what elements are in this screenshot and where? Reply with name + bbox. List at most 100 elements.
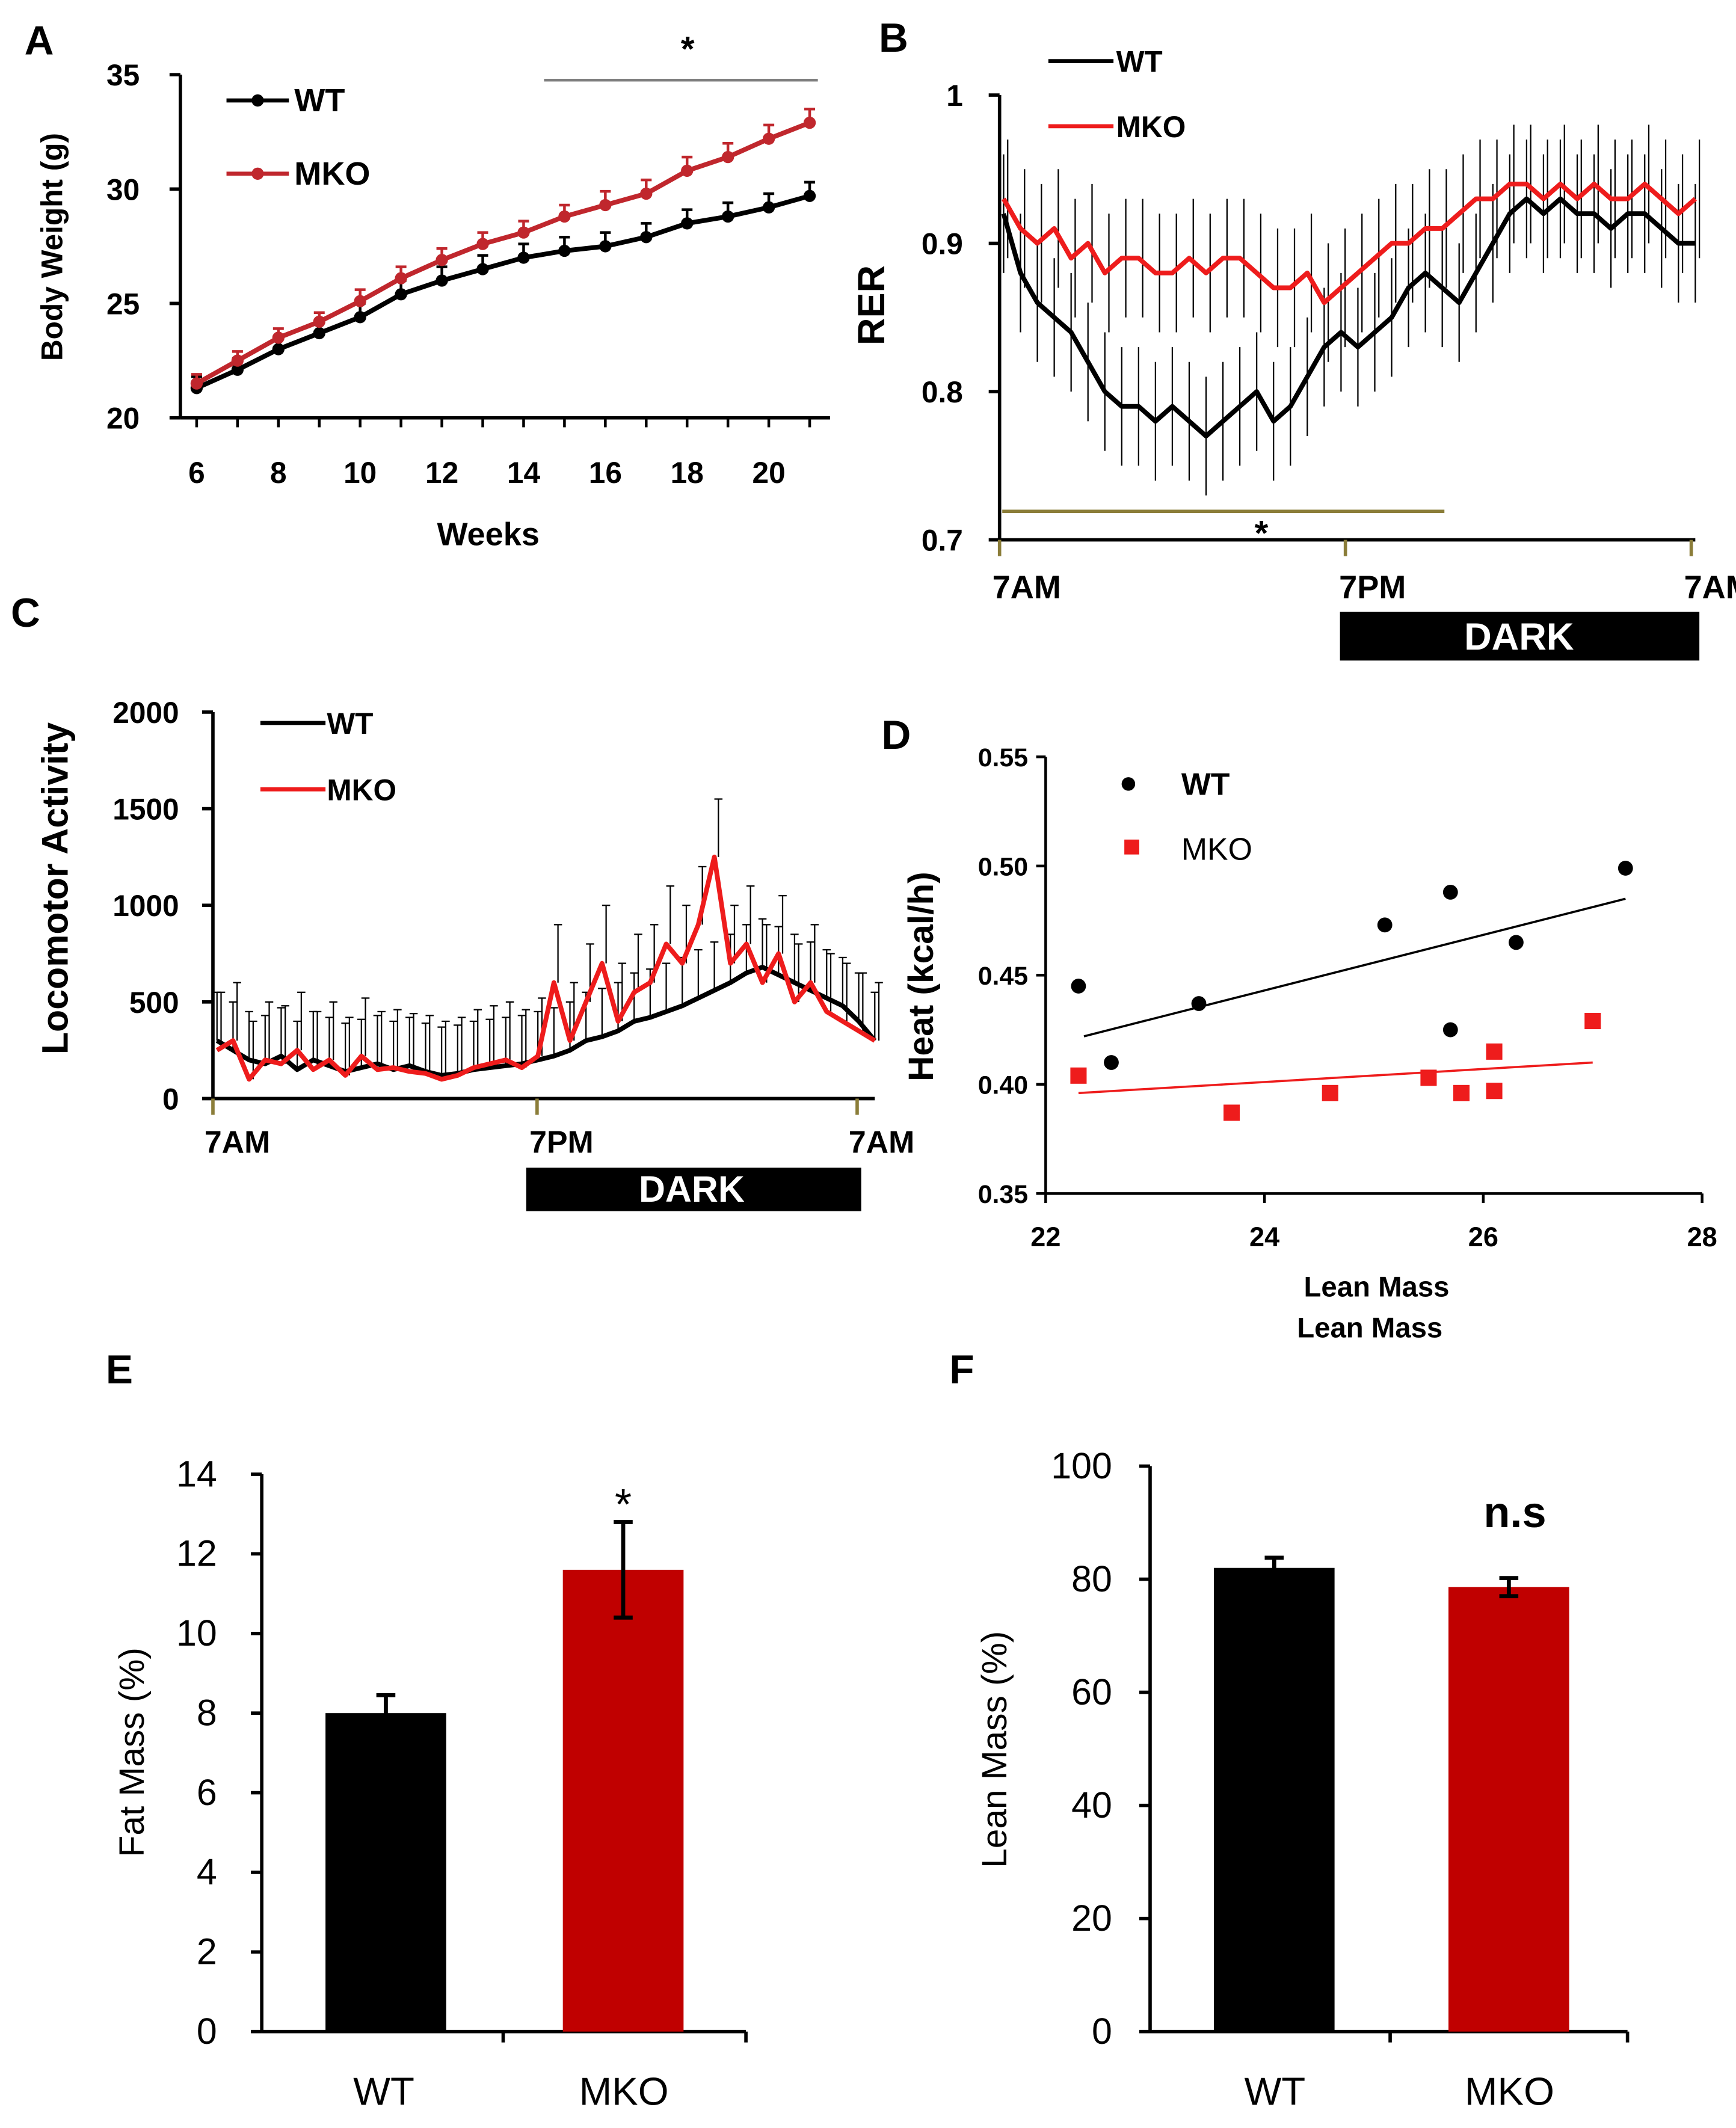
panel-b-y-tick-label: 0.9 — [922, 227, 963, 261]
panel-d-legend: WT MKO — [1121, 766, 1252, 867]
panel-d-x-label: Lean Mass — [1304, 1272, 1449, 1303]
panel-f-y-ticks: 0 20 40 60 80 100 — [1051, 1445, 1150, 2052]
panel-d-point-mko — [1224, 1104, 1240, 1121]
panel-e-y-tick-label: 12 — [176, 1533, 217, 1574]
panel-b-x-ticks: 7AM 7PM 7AM — [993, 540, 1736, 606]
panel-a-point-mko — [354, 295, 366, 307]
panel-f-y-label: Lean Mass (%) — [975, 1631, 1014, 1868]
panel-a-point-wt — [395, 288, 407, 301]
panel-a-point-wt — [722, 210, 734, 223]
panel-a-point-mko — [313, 315, 325, 328]
panel-e-plot: WT MKO * — [325, 1481, 684, 2113]
panel-a-legend-wt-marker — [251, 94, 264, 107]
panel-a-point-wt — [517, 251, 530, 264]
panel-e-y-tick-label: 6 — [197, 1772, 217, 1813]
panel-b-y-tick-label: 0.7 — [922, 524, 963, 558]
panel-d-point-wt — [1617, 861, 1633, 876]
panel-a-point-mko — [762, 132, 775, 145]
panel-a-point-wt — [313, 327, 325, 340]
panel-d-x-tick-label: 22 — [1030, 1222, 1060, 1252]
panel-a-legend: WT MKO — [226, 82, 371, 192]
panel-a-x-tick-label: 20 — [753, 456, 786, 490]
panel-c-dark-bar — [526, 1167, 861, 1211]
panel-f-annotation-ns: n.s — [1483, 1489, 1546, 1537]
panel-d-y-label: Heat (kcal/h) — [902, 872, 941, 1081]
panel-e-bar-wt — [325, 1713, 446, 2032]
panel-d-point-wt — [1442, 884, 1458, 900]
panel-a-legend-wt: WT — [294, 82, 345, 118]
panel-d-point-mko — [1453, 1084, 1470, 1101]
panel-a-point-wt — [231, 363, 244, 376]
panel-d-plot — [1070, 861, 1633, 1121]
panel-d-x-tick-label: 24 — [1249, 1222, 1279, 1252]
panel-f-y-tick-label: 20 — [1071, 1898, 1112, 1939]
panel-a-x-label: Weeks — [437, 517, 539, 553]
panel-d-point-wt — [1191, 996, 1207, 1011]
panel-c-y-tick-label: 500 — [129, 986, 179, 1019]
panel-d-y-tick-label: 0.55 — [978, 743, 1028, 772]
panel-a-y-tick-label: 20 — [106, 402, 140, 435]
panel-a-x-tick-label: 14 — [507, 456, 541, 490]
panel-a-x-tick-label: 12 — [425, 456, 458, 490]
panel-c-legend: WT MKO — [260, 707, 396, 807]
panel-a-point-mko — [231, 354, 244, 367]
panel-e-label: E — [106, 1347, 133, 1392]
panel-c-legend-wt: WT — [327, 707, 373, 740]
panel-a-plot — [190, 107, 816, 395]
panel-c-y-tick-label: 1000 — [112, 889, 179, 923]
panel-a-point-wt — [599, 240, 612, 253]
panel-f-bar-mko — [1448, 1587, 1569, 2032]
panel-e-y-tick-label: 10 — [176, 1613, 217, 1653]
panel-b-plot — [1001, 125, 1701, 496]
panel-c-line-wt — [215, 965, 877, 1078]
panel-c-x-tick-label: 7AM — [205, 1125, 270, 1160]
panel-d-legend-wt: WT — [1181, 766, 1230, 801]
panel-a-point-wt — [354, 311, 366, 324]
panel-c-y-label: Locomotor Activity — [35, 722, 76, 1054]
panel-d-point-wt — [1071, 979, 1086, 994]
panel-b-legend-mko: MKO — [1116, 110, 1186, 144]
panel-d-x-label-2: Lean Mass — [1297, 1312, 1442, 1344]
panel-c-y-tick-label: 1500 — [112, 793, 179, 826]
panel-b-legend-wt: WT — [1116, 45, 1163, 79]
panel-a-point-mko — [803, 116, 816, 129]
panel-c-plot — [212, 798, 883, 1082]
panel-e: E 0 2 4 6 8 10 12 14 Fat Mass (%) WT MKO * — [106, 1347, 748, 2113]
panel-d-point-mko — [1070, 1067, 1087, 1084]
panel-a-y-label: Body Weight (g) — [35, 133, 69, 361]
panel-a-point-mko — [476, 238, 489, 250]
panel-c-x-tick-label: 7PM — [529, 1125, 594, 1160]
panel-e-x-label-wt: WT — [353, 2069, 414, 2113]
panel-f: F 0 20 40 60 80 100 Lean Mass (%) WT MKO n.s — [949, 1347, 1630, 2113]
panel-a-line-wt — [195, 193, 811, 390]
panel-b-label: B — [879, 16, 908, 61]
panel-a-line-mko — [195, 120, 811, 386]
panel-a-point-wt — [681, 217, 694, 230]
panel-a-y-ticks: 20 25 30 35 — [106, 58, 180, 435]
panel-a-point-mko — [395, 272, 407, 284]
panel-d-legend-wt-marker — [1121, 777, 1136, 791]
panel-a-x-tick-label: 10 — [343, 456, 377, 490]
panel-d-x-ticks: 22 24 26 28 — [1030, 1193, 1717, 1252]
panel-c-x-tick-label: 7AM — [849, 1125, 914, 1160]
panel-b-y-tick-label: 0.8 — [922, 375, 963, 409]
panel-c-legend-mko: MKO — [327, 773, 396, 807]
panel-d-trendline-wt — [1083, 897, 1626, 1038]
panel-b-significance-star: * — [1254, 514, 1268, 553]
panel-a-legend-mko: MKO — [294, 156, 370, 192]
panel-d-point-wt — [1104, 1055, 1119, 1070]
panel-a-point-wt — [640, 231, 653, 244]
panel-d-point-wt — [1377, 917, 1393, 933]
panel-a-y-tick-label: 30 — [106, 173, 140, 206]
panel-f-plot: WT MKO n.s — [1213, 1489, 1569, 2113]
panel-c-y-ticks: 0 500 1000 1500 2000 — [112, 696, 213, 1116]
panel-e-y-tick-label: 8 — [197, 1692, 217, 1733]
panel-a-x-ticks: 6 8 10 12 14 16 18 20 — [188, 417, 811, 490]
panel-e-y-tick-label: 2 — [197, 1931, 217, 1972]
panel-a-point-wt — [476, 263, 489, 275]
panel-c-line-mko — [215, 854, 876, 1082]
panel-c-dark-label: DARK — [639, 1169, 745, 1210]
panel-d-y-ticks: 0.35 0.40 0.45 0.50 0.55 — [978, 743, 1046, 1209]
panel-f-label: F — [949, 1347, 974, 1392]
